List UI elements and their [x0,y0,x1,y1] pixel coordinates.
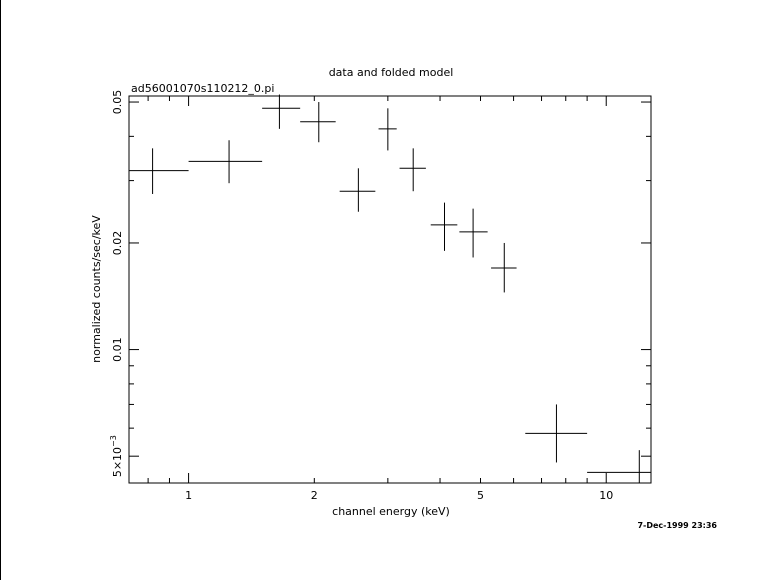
data-point [262,94,301,129]
data-point [188,140,263,184]
data-point [430,202,458,251]
data-point [300,102,336,143]
y-axis-tick-labels: 5×10−3 0.01 0.02 0.05 [109,90,124,477]
data-point [587,450,651,483]
chart-title: data and folded model [329,66,454,79]
x-tick-label: 10 [599,489,613,502]
data-point [525,404,588,463]
y-axis-ticks [129,101,651,457]
y-tick-label: 0.01 [111,337,124,362]
window-left-edge [0,0,1,580]
chart-subtitle: ad56001070s110212_0.pi [131,82,274,95]
data-point [339,168,376,212]
x-axis-ticks [147,96,607,483]
data-point [459,208,488,258]
x-tick-label: 1 [185,489,192,502]
timestamp: 7-Dec-1999 23:36 [637,521,717,530]
y-tick-label: 0.05 [111,90,124,115]
y-tick-label: 5×10−3 [109,435,124,477]
x-tick-label: 5 [477,489,484,502]
data-point [129,148,189,194]
x-axis-tick-labels: 1 2 5 10 [185,489,613,502]
data-point [399,148,426,192]
data-point [491,242,517,293]
y-tick-label: 0.02 [111,231,124,256]
plot-frame [128,95,652,484]
y-axis-label: normalized counts/sec/keV [90,215,103,363]
x-tick-label: 2 [311,489,318,502]
data-point [378,108,397,151]
data-points [129,94,651,483]
x-axis-label: channel energy (keV) [332,505,450,518]
